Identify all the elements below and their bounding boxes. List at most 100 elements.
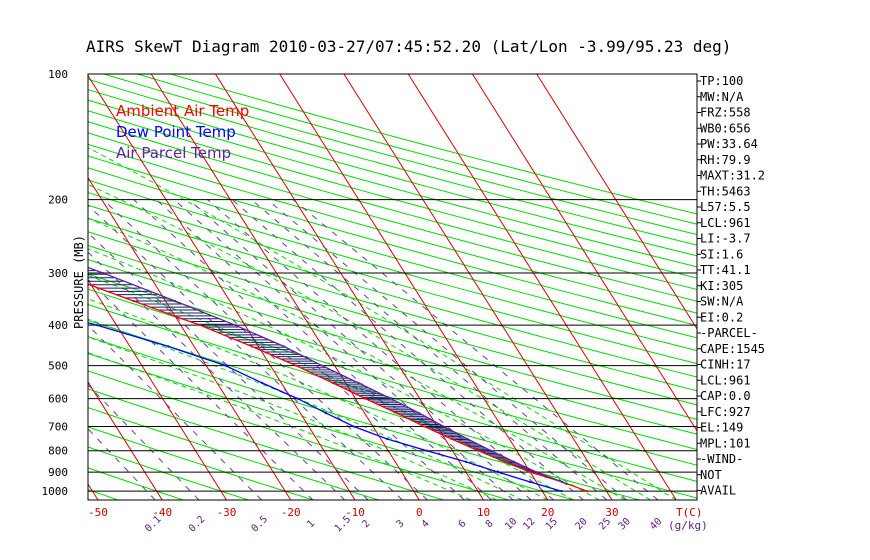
side-panel-value: EI:0.2 [700,310,743,324]
dry-adiabat [88,489,119,500]
ambient-air-temp-point [363,397,367,400]
ambient-air-temp-point [198,324,202,327]
dew-point-temp-point [4,300,6,302]
side-panel-value: CINH:17 [700,358,751,372]
pressure-tick-label: 300 [48,267,68,280]
mixing-ratio-line [88,428,156,500]
pressure-tick-label: 200 [48,194,68,207]
mixing-ratio-line [188,199,532,500]
ambient-air-temp-line [88,283,588,492]
ambient-air-temp-point [395,412,398,415]
ambient-air-temp-point [423,425,426,428]
mixing-ratio-label: 12 [521,516,537,532]
dew-point-temp-point [296,397,299,400]
mixing-ratio-line [88,324,262,500]
side-panel-value: -PARCEL- [700,326,758,340]
air-parcel-temp-point [560,480,564,483]
dry-adiabat [88,121,697,291]
isotherm [536,74,697,330]
dry-adiabat [88,231,697,406]
side-panel-value: PW:33.64 [700,137,758,151]
side-panel-value: -WIND- [700,452,743,466]
air-parcel-temp-point [10,239,12,241]
dew-point-temp-point [528,480,532,483]
isotherm [407,74,677,500]
isotherm [88,74,356,500]
side-panel-value: CAPE:1545 [700,342,765,356]
mixing-ratio-label: 6 [457,518,469,530]
mixing-ratio-unit-label: (g/kg) [668,519,708,532]
mixing-ratio-label: 10 [503,516,519,532]
side-panel-value: AVAIL [700,484,736,498]
mixing-ratio-label: 0.2 [187,514,208,535]
dry-adiabat [88,352,575,500]
side-panel-value: KI:305 [700,279,743,293]
air-parcel-temp-point [101,271,105,275]
dry-adiabat [88,99,697,268]
dry-adiabat [88,179,697,352]
side-panel-value: LI:-3.7 [700,232,751,246]
legend-entry: Dew Point Temp [116,123,236,141]
dry-adiabat [88,370,510,500]
dry-adiabat [88,191,697,365]
bottom-temp-tick-label: -10 [345,506,365,519]
dry-adiabat [88,259,697,435]
ambient-air-temp-point [477,449,480,452]
mixing-ratio-line [173,199,514,500]
bottom-temp-tick-label: 20 [541,506,554,519]
side-panel-value: L57:5.5 [700,200,751,214]
dry-adiabat [88,407,379,500]
air-parcel-temp-point [565,482,568,486]
dew-point-temp-point [496,470,500,474]
bottom-temp-tick-label: -50 [88,506,108,519]
air-parcel-temp-point [320,364,323,367]
ambient-air-temp-point [331,381,334,384]
moist-adiabat [88,147,677,500]
isotherm [150,74,420,500]
dew-point-temp-point [560,490,563,493]
air-parcel-temp-point [512,460,516,463]
legend-entry: Air Parcel Temp [116,144,231,162]
dew-point-temp-point [167,345,170,348]
mixing-ratio-label: 30 [617,516,633,532]
dry-adiabat [88,143,697,314]
mixing-ratio-label: 0.5 [250,514,271,535]
dew-point-temp-point [260,381,264,384]
side-panel-value: TH:5463 [700,184,751,198]
isotherm [88,176,292,500]
side-panel-value: WB0:656 [700,121,751,135]
dew-point-temp-point [386,437,389,441]
side-panel-value: CAP:0.0 [700,389,751,403]
ambient-air-temp-point [250,345,254,348]
pressure-tick-label: 400 [48,319,68,332]
side-panel-value: MPL:101 [700,436,751,450]
air-parcel-temp-point [418,412,421,415]
mixing-ratio-line [250,199,608,500]
isotherm [88,381,163,500]
y-axis-label: PRESSURE (MB) [72,235,86,329]
side-panel-value: SW:N/A [700,295,744,309]
mixing-ratio-label: 40 [648,516,664,532]
dry-adiabat [88,244,697,420]
mixing-ratio-line [133,199,465,500]
bottom-temp-tick-label: 0 [416,506,423,519]
isotherm [279,74,549,500]
pressure-tick-label: 1000 [42,485,69,498]
mixing-ratio-line [266,199,627,500]
air-parcel-temp-point [466,437,469,441]
dew-point-temp-point [324,412,328,415]
side-panel-value: MAXT:31.2 [700,169,765,183]
dry-adiabat [88,167,697,339]
dry-adiabat [88,319,697,499]
mixing-ratio-line [292,199,659,500]
dry-adiabat [88,155,697,326]
dry-adiabat [170,74,697,215]
dew-point-temp-point [96,324,99,327]
mixing-ratio-line [207,199,554,500]
side-panel-value: TP:100 [700,74,743,88]
side-panel-value: EL:149 [700,421,743,435]
isotherm [343,74,613,500]
air-parcel-temp-point [389,397,392,400]
plot-frame [87,73,698,501]
isotherm [472,74,697,432]
